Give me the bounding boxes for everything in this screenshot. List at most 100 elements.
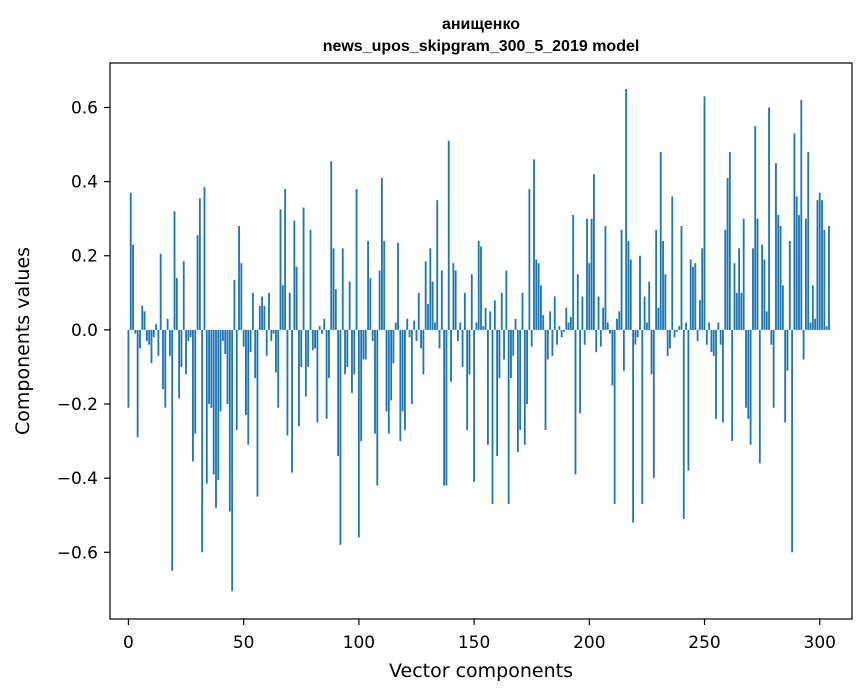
bar-148 bbox=[468, 329, 471, 375]
bar-7 bbox=[143, 311, 146, 330]
bar-114 bbox=[390, 329, 393, 401]
bar-58 bbox=[261, 296, 264, 330]
x-tick-label: 200 bbox=[573, 633, 605, 653]
bar-194 bbox=[574, 329, 577, 475]
bar-285 bbox=[784, 329, 787, 423]
bar-133 bbox=[433, 322, 436, 330]
bar-183 bbox=[549, 311, 552, 330]
bar-0 bbox=[127, 329, 130, 408]
bar-302 bbox=[823, 229, 826, 330]
bar-41 bbox=[221, 329, 224, 341]
bar-195 bbox=[576, 274, 579, 330]
bar-67 bbox=[281, 285, 284, 330]
bar-191 bbox=[567, 322, 570, 330]
bar-280 bbox=[772, 329, 775, 408]
bar-212 bbox=[616, 318, 618, 330]
bar-79 bbox=[309, 229, 312, 330]
x-tick-label: 250 bbox=[688, 633, 720, 653]
bar-117 bbox=[397, 242, 399, 330]
bar-292 bbox=[800, 100, 803, 330]
bar-47 bbox=[235, 329, 238, 430]
bar-147 bbox=[466, 329, 469, 430]
bar-33 bbox=[203, 187, 206, 330]
bar-21 bbox=[175, 277, 178, 330]
bar-18 bbox=[168, 329, 171, 356]
bar-219 bbox=[632, 329, 635, 523]
bar-173 bbox=[526, 329, 529, 405]
bar-240 bbox=[680, 226, 683, 330]
x-tick-label: 150 bbox=[458, 633, 490, 653]
bar-61 bbox=[268, 292, 270, 330]
bar-96 bbox=[348, 281, 351, 330]
bar-81 bbox=[314, 329, 317, 349]
x-tick-label: 300 bbox=[804, 633, 836, 653]
bar-36 bbox=[210, 329, 213, 408]
bar-series bbox=[127, 88, 830, 592]
bar-64 bbox=[274, 329, 277, 373]
bar-62 bbox=[270, 329, 273, 341]
bar-63 bbox=[272, 329, 275, 334]
bar-153 bbox=[480, 246, 482, 330]
bar-243 bbox=[687, 329, 690, 471]
bar-247 bbox=[696, 329, 699, 341]
bar-283 bbox=[779, 226, 782, 330]
x-tick-label: 100 bbox=[343, 633, 375, 653]
bar-87 bbox=[327, 329, 330, 379]
bar-135 bbox=[438, 329, 441, 349]
bar-138 bbox=[445, 329, 448, 486]
bar-84 bbox=[321, 329, 323, 334]
y-axis-ticks: −0.6 −0.4 −0.2 0.0 0.2 0.4 0.6 bbox=[57, 98, 110, 563]
bar-23 bbox=[180, 329, 183, 367]
bar-237 bbox=[673, 329, 676, 338]
bar-279 bbox=[770, 329, 773, 345]
bar-187 bbox=[558, 326, 561, 330]
bar-56 bbox=[256, 329, 259, 497]
bar-163 bbox=[503, 329, 505, 360]
bar-71 bbox=[291, 329, 293, 473]
bar-296 bbox=[809, 322, 812, 330]
bar-227 bbox=[650, 329, 653, 375]
bar-245 bbox=[692, 266, 694, 330]
bar-196 bbox=[579, 329, 582, 414]
bar-185 bbox=[553, 296, 556, 330]
bar-276 bbox=[763, 259, 766, 330]
bar-205 bbox=[599, 329, 602, 347]
bar-32 bbox=[201, 329, 204, 553]
bar-202 bbox=[592, 174, 595, 330]
bar-169 bbox=[516, 329, 519, 453]
bar-189 bbox=[563, 329, 565, 332]
bar-249 bbox=[701, 248, 704, 330]
bar-251 bbox=[705, 329, 708, 345]
bar-122 bbox=[408, 329, 411, 338]
bar-255 bbox=[715, 329, 717, 419]
bar-170 bbox=[519, 329, 522, 430]
bar-118 bbox=[399, 329, 402, 442]
bar-142 bbox=[454, 270, 457, 330]
bar-273 bbox=[756, 218, 759, 330]
bar-272 bbox=[754, 126, 757, 330]
bar-254 bbox=[712, 329, 715, 356]
bar-265 bbox=[738, 248, 741, 330]
bar-106 bbox=[371, 329, 374, 341]
bar-210 bbox=[611, 329, 614, 386]
chart-title: анищенко bbox=[442, 16, 520, 33]
bar-216 bbox=[625, 88, 628, 330]
bar-217 bbox=[627, 240, 630, 330]
bar-233 bbox=[664, 274, 667, 330]
bar-134 bbox=[436, 200, 439, 330]
bar-222 bbox=[639, 255, 641, 330]
y-tick-label: −0.6 bbox=[57, 543, 98, 563]
bar-100 bbox=[357, 329, 360, 538]
bar-80 bbox=[311, 329, 314, 351]
y-tick-label: 0.0 bbox=[71, 321, 98, 341]
bar-104 bbox=[367, 240, 370, 330]
bar-20 bbox=[173, 211, 176, 330]
bar-291 bbox=[798, 214, 800, 330]
bar-82 bbox=[316, 329, 319, 423]
y-tick-label: −0.4 bbox=[57, 469, 98, 489]
bar-34 bbox=[205, 329, 208, 484]
bar-26 bbox=[187, 329, 190, 341]
bar-158 bbox=[491, 329, 494, 505]
bar-174 bbox=[528, 189, 531, 330]
bar-289 bbox=[793, 133, 796, 330]
